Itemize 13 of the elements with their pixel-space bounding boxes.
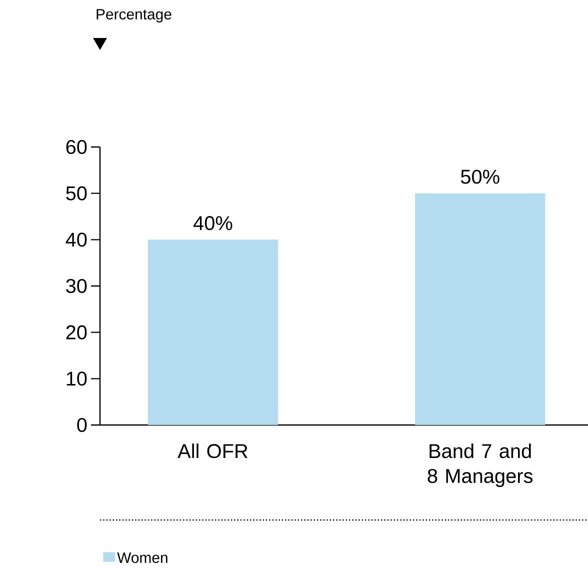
data-label: 50%: [460, 170, 500, 184]
y-tick-label: 50: [66, 186, 87, 200]
y-tick-label: 0: [77, 418, 87, 432]
legend-label: Women: [117, 552, 168, 563]
data-label: 40%: [194, 216, 232, 230]
x-tick-label: All OFR: [178, 444, 248, 458]
y-tick-label: 10: [66, 372, 87, 386]
x-tick-label: Band 7 and 8 Managers: [428, 444, 533, 488]
y-tick-label: 60: [66, 140, 87, 154]
y-tick-label: 40: [66, 232, 87, 247]
y-tick-label: 20: [66, 325, 87, 340]
y-tick-label: 30: [66, 278, 87, 294]
text: Percentage: [96, 9, 172, 22]
